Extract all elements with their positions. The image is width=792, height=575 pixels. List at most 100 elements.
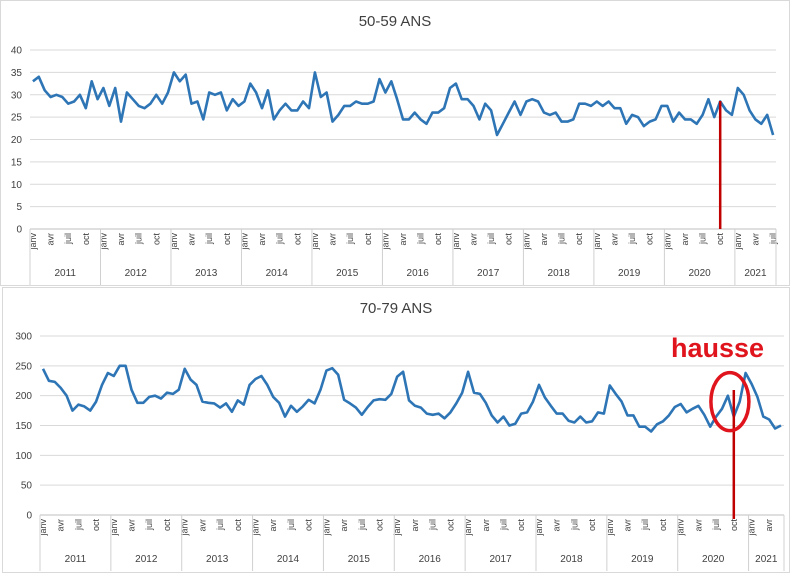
y-tick-label: 35 xyxy=(11,68,23,79)
x-tick-label: avr xyxy=(539,233,549,246)
x-tick-label: oct xyxy=(162,519,172,532)
chart-panel-70-79: 70-79 ANS 0 50 100 150 200 250 300 janv avr juil o… xyxy=(2,287,790,573)
y-tick-label: 200 xyxy=(15,391,32,402)
x-tick-label: oct xyxy=(151,233,161,246)
year-label: 2011 xyxy=(54,268,76,279)
x-tick-label: avr xyxy=(127,519,137,532)
year-label: 2021 xyxy=(744,268,767,279)
year-label: 2013 xyxy=(195,268,218,279)
x-tick-label: juil xyxy=(768,233,778,245)
x-tick-label: janv xyxy=(662,233,672,251)
chart-title: 70-79 ANS xyxy=(359,300,433,317)
x-tick-label: oct xyxy=(91,519,101,532)
year-label: 2020 xyxy=(689,268,712,279)
x-tick-label: juil xyxy=(215,519,225,531)
x-tick-label: juil xyxy=(286,519,296,531)
x-tick-label: avr xyxy=(481,519,491,532)
x-tick-label: oct xyxy=(504,233,514,246)
x-tick-label: oct xyxy=(222,233,232,246)
x-tick-label: oct xyxy=(715,233,725,246)
x-tick-label: juil xyxy=(428,519,438,531)
year-label: 2017 xyxy=(489,554,512,565)
x-tick-label: juil xyxy=(134,233,144,245)
x-tick-label: janv xyxy=(180,519,190,537)
y-tick-label: 0 xyxy=(26,511,32,522)
x-tick-label: janv xyxy=(251,519,261,537)
x-tick-label: janv xyxy=(321,519,331,537)
x-tick-label: avr xyxy=(750,233,760,246)
y-tick-label: 30 xyxy=(11,90,23,101)
x-tick-label: juil xyxy=(144,519,154,531)
x-tick-label: janv xyxy=(733,233,743,251)
x-tick-label: janv xyxy=(109,519,119,537)
highlight-ellipse xyxy=(709,370,751,433)
y-tick-label: 300 xyxy=(15,332,32,343)
x-tick-label: avr xyxy=(268,519,278,532)
x-tick-label: janv xyxy=(521,233,531,251)
x-tick-label: avr xyxy=(552,519,562,532)
x-tick-label: juil xyxy=(204,233,214,245)
year-label: 2015 xyxy=(336,268,359,279)
y-tick-label: 20 xyxy=(11,135,23,146)
x-tick-label: janv xyxy=(98,233,108,251)
x-tick-label: oct xyxy=(574,233,584,246)
x-tick-label: avr xyxy=(56,519,66,532)
x-tick-label: juil xyxy=(557,233,567,245)
x-tick-label: juil xyxy=(711,519,721,531)
y-tick-label: 10 xyxy=(11,180,23,191)
year-label: 2019 xyxy=(631,554,654,565)
hausse-annotation: hausse xyxy=(671,333,765,363)
series-line xyxy=(41,364,782,433)
x-tick-label: avr xyxy=(680,233,690,246)
x-tick-label: avr xyxy=(764,519,774,532)
y-tick-label: 250 xyxy=(15,361,32,372)
y-tick-label: 0 xyxy=(16,225,22,236)
x-tick-label: oct xyxy=(81,233,91,246)
x-tick-label: oct xyxy=(433,233,443,246)
x-tick-label: juil xyxy=(627,233,637,245)
x-tick-label: janv xyxy=(310,233,320,251)
x-tick-label: juil xyxy=(63,233,73,245)
x-tick-label: janv xyxy=(28,233,38,251)
year-label: 2021 xyxy=(755,554,778,565)
x-tick-label: oct xyxy=(729,519,739,532)
x-tick-label: juil xyxy=(345,233,355,245)
y-tick-label: 40 xyxy=(11,46,23,57)
x-tick-label: avr xyxy=(398,233,408,246)
x-tick-label: avr xyxy=(187,233,197,246)
x-tick-label: avr xyxy=(328,233,338,246)
x-tick-label: oct xyxy=(516,519,526,532)
x-tick-label: janv xyxy=(463,519,473,537)
x-tick-label: avr xyxy=(609,233,619,246)
x-tick-label: juil xyxy=(73,519,83,531)
y-tick-label: 25 xyxy=(11,113,23,124)
x-tick-label: juil xyxy=(640,519,650,531)
x-tick-label: avr xyxy=(116,233,126,246)
x-tick-label: avr xyxy=(46,233,56,246)
x-tick-label: oct xyxy=(587,519,597,532)
x-tick-label: oct xyxy=(445,519,455,532)
x-tick-label: juil xyxy=(486,233,496,245)
x-tick-label: oct xyxy=(375,519,385,532)
x-tick-label: janv xyxy=(392,519,402,537)
x-tick-label: janv xyxy=(605,519,615,537)
x-tick-label: avr xyxy=(623,519,633,532)
x-tick-label: juil xyxy=(698,233,708,245)
year-label: 2014 xyxy=(266,268,289,279)
x-tick-label: janv xyxy=(239,233,249,251)
chart-title: 50-59 ANS xyxy=(358,13,432,30)
year-label: 2012 xyxy=(135,554,158,565)
year-label: 2018 xyxy=(548,268,571,279)
x-tick-label: avr xyxy=(468,233,478,246)
year-label: 2016 xyxy=(419,554,442,565)
x-tick-label: janv xyxy=(747,519,757,537)
x-tick-label: oct xyxy=(233,519,243,532)
x-tick-label: avr xyxy=(339,519,349,532)
year-label: 2017 xyxy=(477,268,500,279)
year-label: 2015 xyxy=(348,554,371,565)
x-tick-label: avr xyxy=(410,519,420,532)
x-tick-label: avr xyxy=(197,519,207,532)
year-label: 2019 xyxy=(618,268,641,279)
x-tick-label: juil xyxy=(357,519,367,531)
